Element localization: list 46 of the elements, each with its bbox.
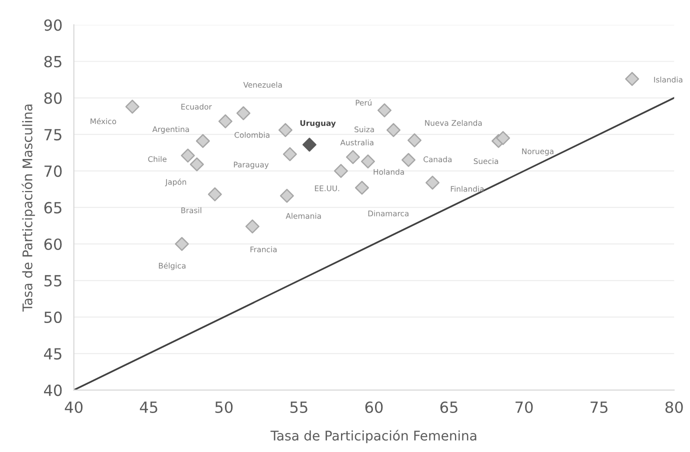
y-tick-label: 75 [44,129,62,140]
point [174,237,189,251]
point [125,100,140,114]
y-tick-label: 50 [44,312,62,324]
y-tick-label: 70 [44,165,62,177]
point [386,123,400,138]
point [377,103,392,118]
point [236,106,250,120]
x-tick-label: 60 [365,401,383,414]
y-tick-label: 55 [44,275,62,287]
point [408,133,422,148]
point [334,164,348,178]
y-tick-label: 40 [44,384,62,396]
x-tick-label: 75 [590,402,608,414]
point [180,148,195,163]
point [196,134,210,148]
x-tick-label: 70 [516,401,533,414]
x-tick-label: 65 [440,401,458,414]
point [245,219,260,234]
y-tick-label: 85 [44,56,62,68]
point [354,180,369,195]
point [282,147,297,162]
x-tick-label: 55 [290,402,308,414]
point [208,187,222,202]
y-tick-label: 60 [44,238,62,250]
point [402,153,416,167]
y-tick-label: 80 [44,92,62,104]
x-tick-label: 80 [665,401,683,414]
point [302,138,316,152]
point [278,123,292,138]
point [190,157,204,172]
y-tick-label: 65 [44,202,62,214]
y-tick-label: 90 [44,19,62,31]
point [346,150,360,164]
point [625,72,640,86]
point [426,176,440,190]
x-tick-label: 50 [215,401,233,414]
point [218,114,232,128]
point [496,131,510,146]
x-tick-label: 45 [140,402,158,414]
x-tick-label: 40 [64,401,83,414]
point [360,154,375,168]
x-axis-title: Tasa de Participación Femenina [270,430,476,444]
y-tick-label: 45 [44,348,62,360]
point [280,188,294,203]
y-axis-title: Tasa de Participación Masculina [22,104,35,312]
